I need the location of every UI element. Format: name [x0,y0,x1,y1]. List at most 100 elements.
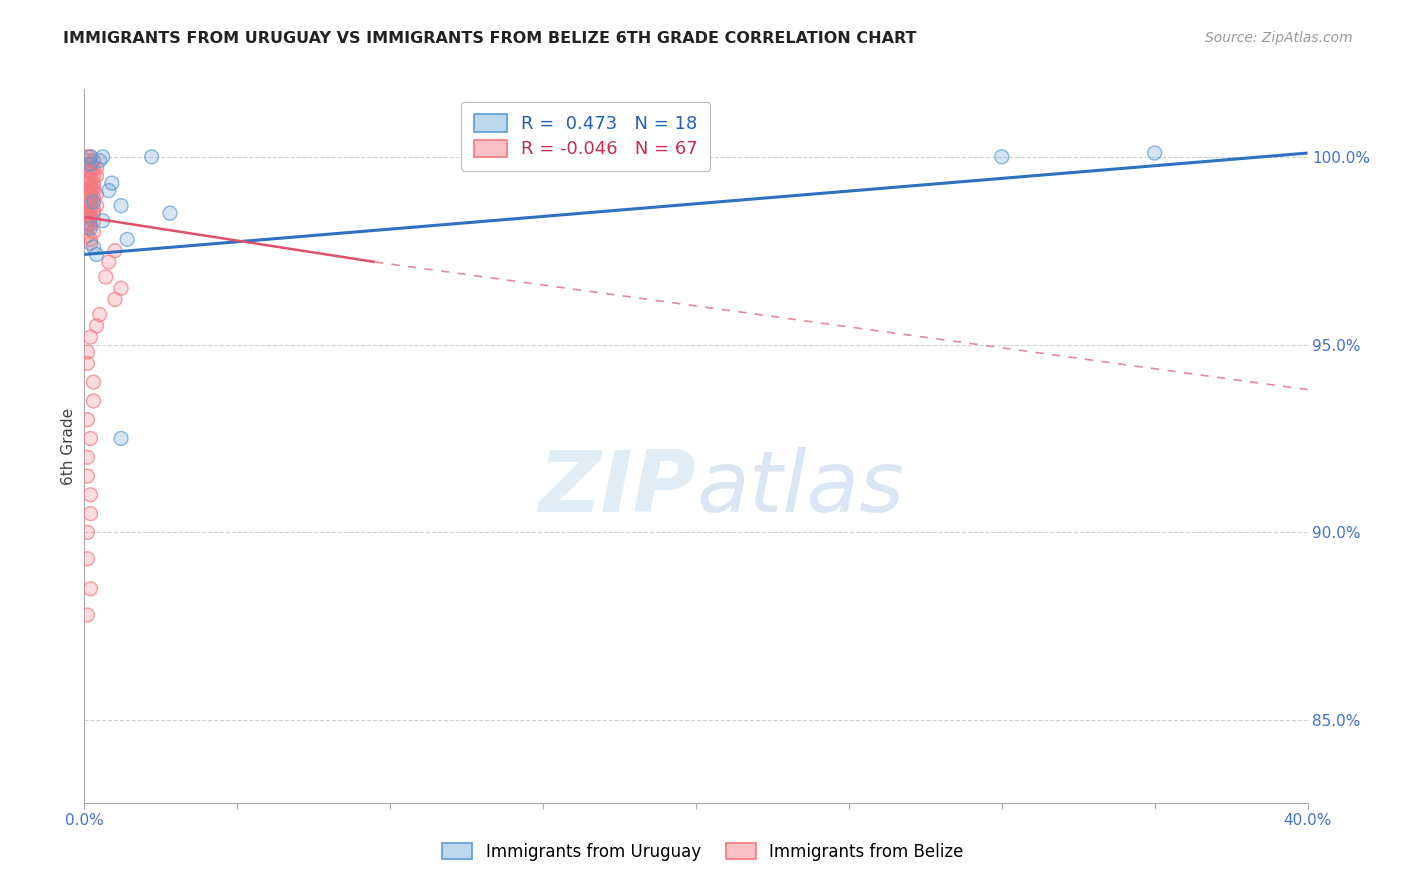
Point [79,199,101,213]
Point [83,191,105,205]
Point [79,330,101,344]
Point [97,184,120,198]
Point [83,225,105,239]
Point [86,199,108,213]
Point [83,240,105,254]
Point [83,176,105,190]
Point [79,432,101,446]
Point [97,255,120,269]
Point [83,393,105,408]
Point [79,191,101,205]
Point [110,199,132,213]
Point [94,270,117,285]
Point [76,157,98,171]
Point [79,232,101,246]
Point [104,293,127,307]
Point [76,165,98,179]
Point [79,488,101,502]
Point [79,187,101,202]
Point [83,176,105,190]
Point [89,153,111,168]
Point [83,169,105,183]
Point [76,218,98,232]
Point [83,161,105,175]
Point [86,169,108,183]
Point [76,356,98,370]
Point [76,172,98,186]
Point [79,194,101,209]
Point [86,199,108,213]
Point [76,413,98,427]
Point [79,199,101,213]
Point [79,150,101,164]
Point [79,150,101,164]
Point [79,507,101,521]
Point [115,232,138,246]
Text: atlas: atlas [696,447,904,531]
Point [86,187,108,202]
Point [76,184,98,198]
Point [104,293,127,307]
Point [91,150,114,164]
Point [76,221,98,235]
Point [83,169,105,183]
Point [110,432,132,446]
Point [76,153,98,168]
Point [79,176,101,190]
Legend: R =  0.473   N = 18, R = -0.046   N = 67: R = 0.473 N = 18, R = -0.046 N = 67 [461,102,710,171]
Point [83,153,105,168]
Point [79,488,101,502]
Point [79,218,101,232]
Point [141,150,163,164]
Point [76,153,98,168]
Point [79,582,101,596]
Point [76,345,98,359]
Point [83,206,105,220]
Point [76,213,98,227]
Point [89,308,111,322]
Point [83,191,105,205]
Point [1143,146,1166,161]
Point [76,206,98,220]
Point [79,150,101,164]
Point [91,213,114,227]
Point [83,240,105,254]
Point [83,194,105,209]
Point [76,210,98,224]
Point [79,150,101,164]
Point [110,281,132,295]
Point [76,469,98,483]
Point [79,202,101,217]
Point [83,225,105,239]
Point [76,184,98,198]
Point [79,176,101,190]
Point [76,525,98,540]
Point [76,413,98,427]
Point [79,221,101,235]
Point [76,551,98,566]
Point [79,582,101,596]
Point [97,184,120,198]
Point [86,161,108,175]
Point [110,199,132,213]
Point [83,194,105,209]
Point [76,194,98,209]
Point [79,179,101,194]
Point [104,244,127,258]
Point [76,228,98,243]
Point [76,218,98,232]
Point [76,551,98,566]
Point [76,172,98,186]
Point [76,450,98,465]
Point [76,150,98,164]
Point [79,157,101,171]
Point [991,150,1014,164]
Point [79,157,101,171]
Text: IMMIGRANTS FROM URUGUAY VS IMMIGRANTS FROM BELIZE 6TH GRADE CORRELATION CHART: IMMIGRANTS FROM URUGUAY VS IMMIGRANTS FR… [63,31,917,46]
Point [83,393,105,408]
Point [79,432,101,446]
Point [86,247,108,261]
Point [89,308,111,322]
Point [83,206,105,220]
Y-axis label: 6th Grade: 6th Grade [60,408,76,484]
